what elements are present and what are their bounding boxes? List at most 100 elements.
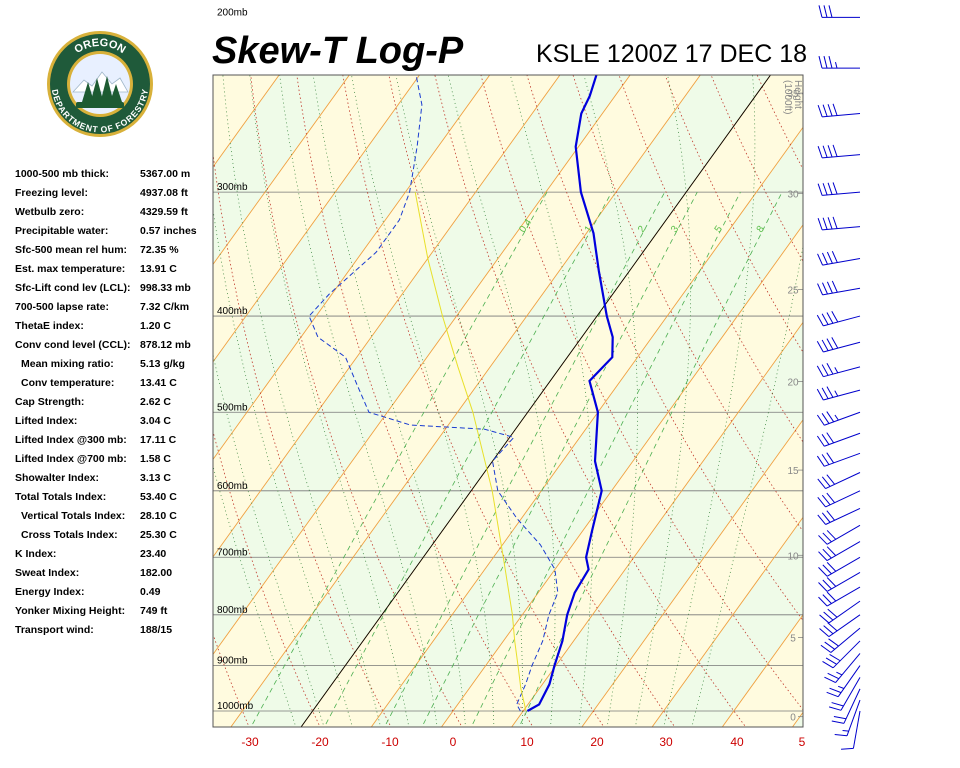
- barb-flag: [818, 5, 823, 18]
- index-label: Sweat Index:: [15, 567, 80, 579]
- wind-barb: [817, 216, 861, 231]
- barb-flag: [826, 411, 835, 423]
- wind-barb: [818, 5, 860, 18]
- index-row: ThetaE index: 1.20 C: [15, 320, 215, 339]
- index-value: 4329.59 ft: [140, 206, 188, 218]
- index-value: 17.11 C: [140, 434, 177, 446]
- barb-flag: [821, 339, 829, 351]
- mixing-ratio-line: [470, 191, 741, 727]
- wind-barb: [841, 710, 861, 750]
- wind-barb: [817, 182, 861, 196]
- parcel-trace: [414, 192, 527, 712]
- barb-staff: [822, 191, 861, 196]
- barb-half-flag: [842, 729, 849, 732]
- mixing-ratio-label: 3: [669, 224, 681, 235]
- index-label: Vertical Totals Index:: [21, 510, 126, 522]
- index-label: Energy Index:: [15, 586, 85, 598]
- barb-flag: [819, 614, 830, 624]
- index-value: 5.13 g/kg: [140, 358, 185, 370]
- barb-flag: [821, 413, 830, 424]
- wind-barb: [818, 571, 861, 592]
- barb-flag: [826, 363, 834, 375]
- isotherm-line: [440, 224, 803, 727]
- isotherm-line: [581, 419, 803, 727]
- index-value: 4937.08 ft: [140, 187, 188, 199]
- index-value: 0.57 inches: [140, 225, 197, 237]
- height-tick-label: 20: [787, 378, 799, 389]
- index-row: Yonker Mixing Height: 749 ft: [15, 605, 215, 624]
- barb-staff: [823, 341, 861, 353]
- index-row: Lifted Index @300 mb: 17.11 C: [15, 434, 215, 453]
- barb-flag: [816, 455, 825, 467]
- barb-staff: [825, 507, 861, 525]
- skewt-grid: 0.4 1 2 3 5 8: [213, 0, 960, 732]
- barb-flag: [832, 144, 838, 157]
- index-label: Lifted Index:: [15, 415, 78, 427]
- barb-staff: [823, 389, 861, 401]
- barb-flag: [831, 251, 838, 263]
- height-tick-label: 35: [787, 89, 799, 100]
- barb-flag: [831, 280, 838, 293]
- wind-barb: [816, 452, 861, 467]
- barb-flag: [821, 454, 830, 465]
- barb-flag: [826, 281, 833, 294]
- dry-adiabat: [296, 75, 534, 727]
- reference-isotherm: [300, 75, 772, 727]
- height-tick-label: 10: [787, 551, 799, 562]
- barb-flag: [826, 546, 837, 556]
- barb-flag: [826, 562, 837, 572]
- barb-flag: [817, 104, 823, 117]
- dry-adiabat: [893, 0, 960, 732]
- barb-flag: [822, 532, 832, 543]
- index-label: Transport wind:: [15, 624, 94, 636]
- isotherm-band: [301, 75, 803, 727]
- temperature-tick-label: -10: [381, 735, 399, 749]
- mixing-ratio-label: 5: [713, 224, 725, 235]
- index-label: Mean mixing ratio:: [21, 358, 114, 370]
- index-row: Sfc-Lift cond lev (LCL): 998.33 mb: [15, 282, 215, 301]
- barb-flag: [819, 628, 830, 637]
- index-value: 3.04 C: [140, 415, 171, 427]
- index-row: Conv temperature: 13.41 C: [15, 377, 215, 396]
- trees-icon: [76, 76, 124, 108]
- index-value: 2.62 C: [140, 396, 171, 408]
- isotherm-band: [213, 75, 701, 727]
- barb-flag: [822, 594, 832, 604]
- barb-staff: [822, 226, 861, 231]
- stability-indices-panel: 1000-500 mb thick: 5367.00 m Freezing leve…: [15, 168, 215, 643]
- barb-flag: [824, 641, 836, 650]
- wind-barb: [828, 677, 861, 711]
- wind-barb: [817, 507, 861, 525]
- index-value: 878.12 mb: [140, 339, 191, 351]
- barb-flag: [827, 182, 833, 195]
- barb-flag: [827, 608, 838, 618]
- mixing-ratio-label: 8: [755, 224, 767, 235]
- barb-flag: [827, 622, 838, 632]
- mixing-ratio-line: [518, 191, 783, 727]
- moist-adiabat: [583, 75, 638, 727]
- barb-staff: [822, 287, 861, 296]
- wind-barb: [818, 586, 861, 607]
- wind-barb: [817, 490, 861, 508]
- barb-flag: [817, 218, 823, 231]
- barb-flag: [818, 535, 828, 545]
- barb-flag: [827, 145, 833, 158]
- barb-staff: [832, 640, 861, 669]
- wind-barb: [818, 556, 861, 577]
- pressure-label: 600mb: [217, 481, 248, 492]
- barb-staff: [822, 258, 861, 266]
- pressure-label: 700mb: [217, 547, 248, 558]
- index-label: 700-500 lapse rate:: [15, 301, 109, 313]
- index-value: 188/15: [140, 624, 173, 636]
- barb-flag: [826, 386, 834, 398]
- barb-flag: [816, 435, 825, 447]
- index-value: 998.33 mb: [140, 282, 191, 294]
- barb-flag: [818, 596, 828, 607]
- wind-barbs: [816, 5, 861, 750]
- barb-flag: [826, 312, 834, 324]
- index-row: 1000-500 mb thick: 5367.00 m: [15, 168, 215, 187]
- temperature-trace: [526, 75, 614, 712]
- barb-flag: [841, 747, 854, 750]
- barb-flag: [828, 706, 842, 711]
- index-row: Total Totals Index: 53.40 C: [15, 491, 215, 510]
